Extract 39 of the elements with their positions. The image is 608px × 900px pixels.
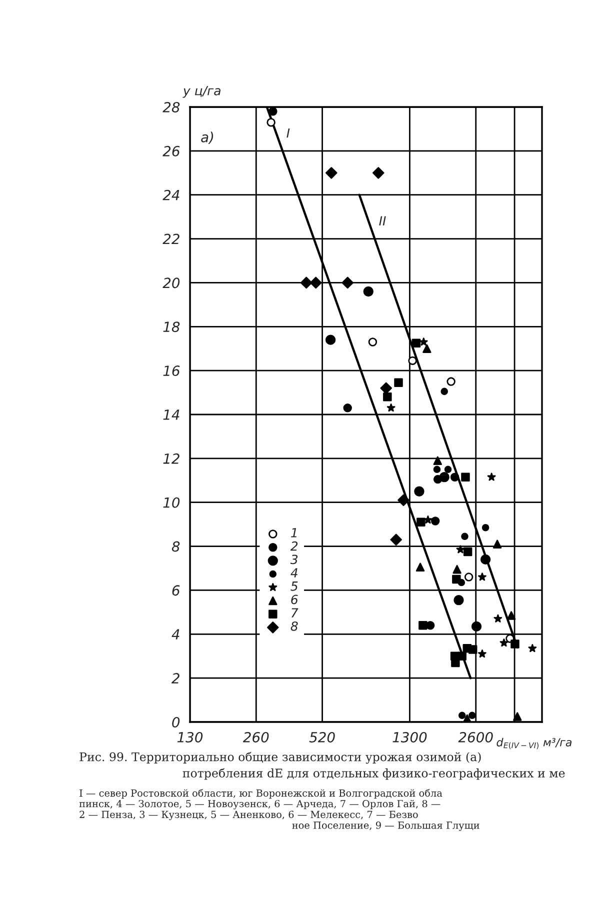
legend-label: 3 (290, 554, 298, 564)
legend-label: 7 (292, 608, 298, 618)
y-axis-title: у ц/га (182, 86, 220, 98)
y-tick-label: 10 (163, 497, 180, 508)
y-tick-label: 14 (163, 410, 180, 420)
legend-label: 4 (290, 568, 298, 578)
text: 2 — Пенза, 3 — Кузнецк, 5 — Аненково, 6 — Мелекесс, 7 — Безво (80, 810, 418, 820)
y-tick-label: 8 (172, 541, 180, 552)
series-label: II (379, 216, 386, 226)
x-tick-label: 130 (177, 732, 203, 742)
text: потребления dE для отдельных физико-географических и ме (182, 768, 565, 780)
y-tick-label: 16 (163, 366, 180, 376)
y-tick-label: 12 (163, 453, 180, 464)
y-tick-label: 28 (162, 102, 180, 112)
legend-label: 8 (290, 621, 298, 631)
y-tick-label: 24 (162, 190, 180, 200)
text: ное Поселение, 9 — Большая Глущи (292, 822, 480, 831)
y-tick-label: 0 (172, 716, 180, 728)
annotation: а) (201, 132, 214, 144)
legend-label: 1 (291, 528, 296, 538)
y-tick-label: 6 (172, 585, 180, 596)
x-axis-title: d$_{E(IV−VI)}$ м³/га (496, 738, 572, 750)
y-tick-label: 20 (162, 278, 180, 288)
text: пинск, 4 — Золотое, 5 — Новоузенск, 6 — Арчеда, 7 — Орлов Гай, 8 — (79, 800, 440, 810)
x-tick-label: 1300 (392, 732, 427, 742)
legend-label: 6 (291, 594, 298, 604)
x-tick-label: 520 (309, 732, 335, 742)
legend-label: 2 (290, 541, 298, 551)
text: Рис. 99. Территориально общие зависимости урожая озимой (а) (80, 752, 481, 764)
y-tick-label: 26 (162, 146, 180, 156)
y-tick-label: 18 (163, 322, 180, 332)
x-tick-label: 260 (242, 732, 269, 742)
legend-label: 5 (290, 582, 298, 591)
y-tick-label: 22 (162, 234, 180, 244)
y-tick-label: 4 (172, 629, 180, 640)
x-tick-label: 2600 (458, 732, 493, 742)
series-label: I (286, 128, 290, 138)
text: I — север Ростовской области, юг Воронежской и Волгоградской обла (80, 789, 442, 799)
y-tick-label: 2 (171, 673, 180, 684)
